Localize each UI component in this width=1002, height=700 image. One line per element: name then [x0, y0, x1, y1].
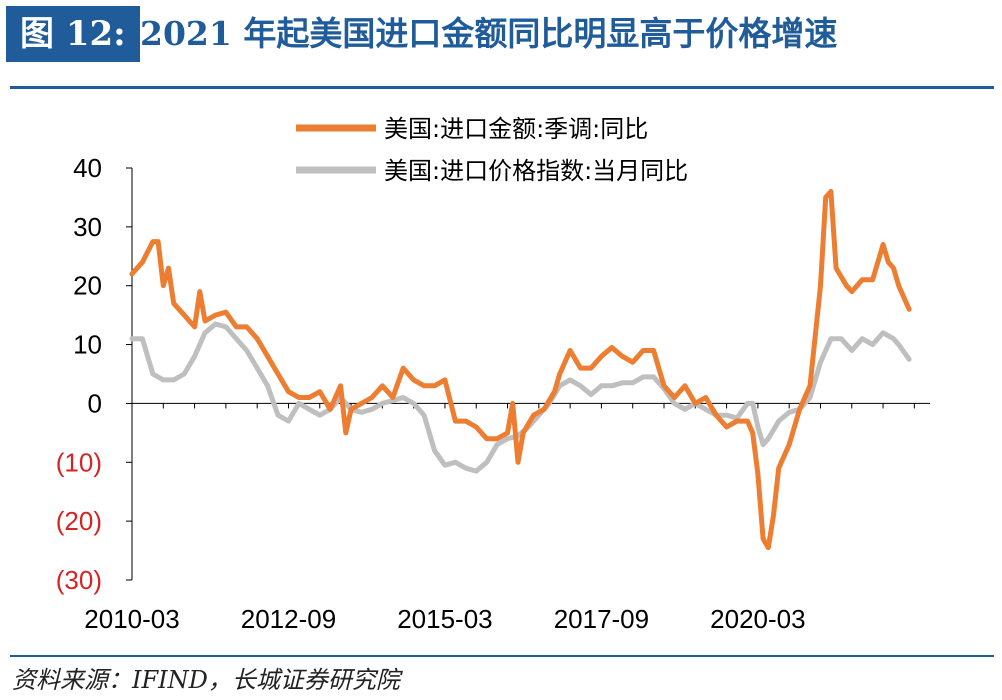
y-tick-label: 20	[73, 271, 102, 301]
y-tick-label: 0	[88, 388, 102, 418]
x-tick-label: 2010-03	[84, 604, 179, 634]
y-tick-label: (30)	[56, 565, 102, 595]
y-tick-label: 30	[73, 212, 102, 242]
legend-label-0: 美国:进口金额:季调:同比	[384, 115, 648, 143]
source-note: 资料来源：IFIND，长城证券研究院	[12, 666, 400, 694]
title-bar: 图 12: 2021 年起美国进口金额同比明显高于价格增速	[0, 0, 1002, 75]
legend-label-1: 美国:进口价格指数:当月同比	[384, 157, 688, 185]
y-tick-label: 40	[73, 153, 102, 183]
x-axis: 2010-03 2012-09 2015-03 2017-09 2020-03	[84, 402, 930, 634]
x-tick-label: 2017-09	[554, 604, 649, 634]
y-tick-label: (10)	[56, 447, 102, 477]
x-tick-label: 2012-09	[241, 604, 336, 634]
bottom-divider	[10, 655, 994, 657]
x-tick-label: 2020-03	[710, 604, 805, 634]
x-tick-label: 2015-03	[397, 604, 492, 634]
series-layer	[129, 189, 912, 551]
series-line-0	[129, 189, 912, 551]
y-axis: 40 30 20 10 0 (10) (20) (30)	[56, 153, 133, 595]
chart-title: 2021 年起美国进口金额同比明显高于价格增速	[140, 14, 838, 53]
series-line-1	[129, 321, 912, 474]
figure-label: 图 12:	[6, 6, 140, 62]
top-divider	[10, 86, 994, 89]
y-tick-label: 10	[73, 330, 102, 360]
y-tick-label: (20)	[56, 506, 102, 536]
